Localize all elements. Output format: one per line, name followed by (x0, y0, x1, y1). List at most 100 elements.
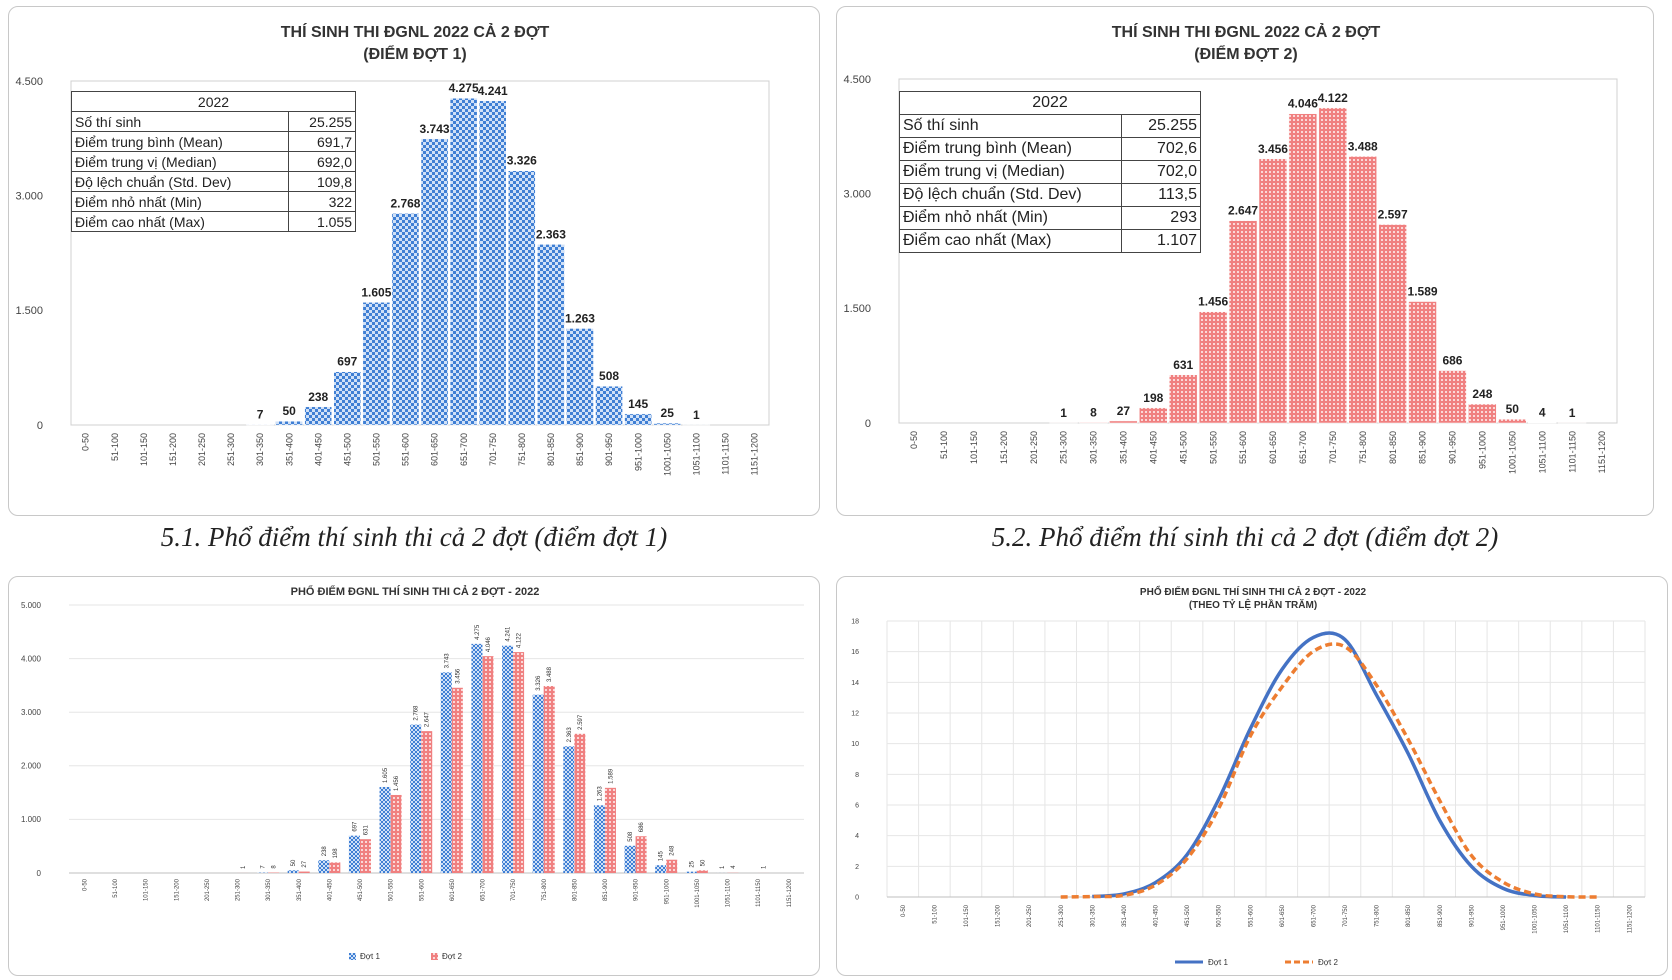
x-tick-label: 801-850 (1388, 431, 1398, 464)
bar (666, 859, 678, 873)
legend-label: Đợt 2 (442, 952, 462, 961)
x-tick-label: 751-800 (517, 433, 527, 466)
x-tick-label: 751-800 (1358, 431, 1368, 464)
x-tick-label: 1051-1100 (691, 433, 701, 475)
x-tick-label: 301-350 (1089, 431, 1099, 464)
chart-panel-combined-bars: PHỔ ĐIỂM ĐGNL THÍ SINH THI CẢ 2 ĐỢT - 20… (8, 576, 820, 976)
stats-table-dot2: 2022 Số thí sinh 25.255 Điểm trung bình (… (899, 91, 1201, 253)
stats-year: 2022 (899, 91, 1201, 115)
x-tick-label: 351-400 (297, 878, 303, 901)
bar-value-label: 686 (1442, 354, 1462, 368)
x-tick-label: 751-800 (1375, 904, 1381, 927)
bar-value-label: 3.326 (536, 675, 542, 691)
chart-title: THÍ SINH THI ĐGNL 2022 CẢ 2 ĐỢT (1112, 22, 1381, 41)
x-tick-label: 201-250 (197, 433, 207, 466)
x-tick-label: 601-650 (450, 878, 456, 901)
bar-value-label: 4.046 (1288, 97, 1318, 111)
x-tick-label: 251-300 (226, 433, 236, 466)
bar-value-label: 50 (700, 859, 706, 866)
figure-caption-5-2: 5.2. Phổ điểm thí sinh thi cả 2 đợt (điể… (991, 522, 1499, 552)
bar-value-label: 1.263 (597, 786, 603, 802)
chart-title: THÍ SINH THI ĐGNL 2022 CẢ 2 ĐỢT (281, 22, 550, 41)
x-tick-label: 301-350 (255, 433, 265, 466)
x-tick-label: 501-550 (389, 878, 395, 901)
bar (1438, 370, 1467, 424)
bar (1079, 422, 1108, 424)
stats-year: 2022 (71, 91, 356, 112)
x-tick-label: 401-450 (1154, 904, 1160, 927)
x-tick-label: 451-500 (1178, 431, 1188, 464)
legend-label: Đợt 2 (1318, 958, 1338, 967)
bar (304, 406, 332, 426)
bar-value-label: 4.275 (449, 81, 479, 95)
stats-value-count: 25.255 (288, 111, 356, 132)
bar-value-label: 25 (661, 406, 675, 420)
bar (1378, 224, 1407, 424)
chart-title: PHỔ ĐIỂM ĐGNL THÍ SINH THI CẢ 2 ĐỢT - 20… (1140, 585, 1367, 598)
stats-value-median: 692,0 (288, 151, 356, 172)
bar (246, 424, 274, 426)
bar (1198, 311, 1228, 424)
x-tick-label: 1151-1200 (1597, 431, 1607, 473)
x-tick-label: 1001-1050 (1507, 431, 1517, 474)
y-tick-label: 3.000 (15, 191, 43, 203)
chart-panel-percent-lines: PHỔ ĐIỂM ĐGNL THÍ SINH THI CẢ 2 ĐỢT - 20… (836, 576, 1668, 976)
y-tick-label: 2.000 (21, 762, 42, 771)
bar-value-label: 2.647 (425, 711, 431, 727)
x-tick-label: 901-950 (1448, 431, 1458, 464)
bar-value-label: 2.768 (390, 196, 420, 210)
bar (348, 835, 360, 873)
bar-value-label: 1.263 (565, 311, 595, 325)
stats-label-mean: Điểm trung bình (Mean) (899, 137, 1122, 161)
x-tick-label: 801-850 (572, 878, 578, 901)
bar-value-label: 2.597 (578, 714, 584, 730)
plot-area (70, 80, 770, 426)
stats-label-median: Điểm trung vị (Median) (71, 151, 289, 172)
bar-value-label: 508 (599, 369, 619, 383)
x-tick-label: 1051-1100 (1564, 904, 1570, 933)
x-tick-label: 1101-1150 (756, 878, 762, 906)
bar (1288, 113, 1318, 424)
x-tick-label: 1051-1100 (1537, 431, 1547, 473)
y-tick-label: 12 (851, 710, 859, 717)
y-tick-label: 5.000 (21, 601, 42, 610)
x-tick-label: 1151-1200 (787, 878, 793, 907)
x-tick-label: 51-100 (939, 431, 949, 459)
bar-value-label: 2.363 (567, 727, 573, 743)
x-tick-label: 0-50 (901, 904, 907, 917)
x-tick-label: 901-950 (1469, 904, 1475, 927)
stats-value-min: 293 (1121, 206, 1201, 230)
x-tick-label: 601-650 (430, 433, 440, 466)
bar-value-label: 4 (731, 865, 737, 869)
bar (624, 413, 652, 426)
bar (1408, 301, 1437, 424)
bar-value-label: 50 (291, 859, 297, 866)
x-tick-label: 201-250 (1027, 904, 1033, 927)
bar-value-label: 3.488 (1348, 139, 1378, 153)
legend-label: Đợt 1 (1208, 958, 1228, 967)
bar-value-label: 248 (1472, 387, 1492, 401)
x-tick-label: 101-150 (964, 904, 970, 927)
bar-value-label: 686 (639, 822, 645, 833)
bar-value-label: 2.597 (1378, 207, 1408, 221)
bar-value-label: 697 (337, 355, 357, 369)
x-tick-label: 851-900 (603, 878, 609, 901)
x-tick-label: 901-950 (604, 433, 614, 466)
stats-label-stddev: Độ lệch chuẩn (Std. Dev) (899, 183, 1122, 207)
x-tick-label: 551-600 (401, 433, 411, 466)
x-tick-label: 451-500 (342, 433, 352, 466)
x-tick-label: 101-150 (969, 431, 979, 464)
x-tick-label: 851-900 (575, 433, 585, 466)
bar (574, 733, 586, 873)
bar (482, 656, 494, 873)
x-tick-label: 451-500 (1185, 904, 1191, 927)
x-tick-label: 951-1000 (1501, 904, 1507, 930)
bar-value-label: 7 (261, 865, 267, 869)
bar-value-label: 50 (282, 404, 296, 418)
bar-value-label: 631 (363, 825, 369, 836)
x-tick-label: 1051-1100 (726, 878, 732, 907)
stats-label-count: Số thí sinh (899, 114, 1122, 138)
bar-value-label: 3.743 (444, 653, 450, 669)
x-tick-label: 401-450 (327, 878, 333, 901)
x-tick-label: 1101-1150 (1567, 431, 1577, 473)
